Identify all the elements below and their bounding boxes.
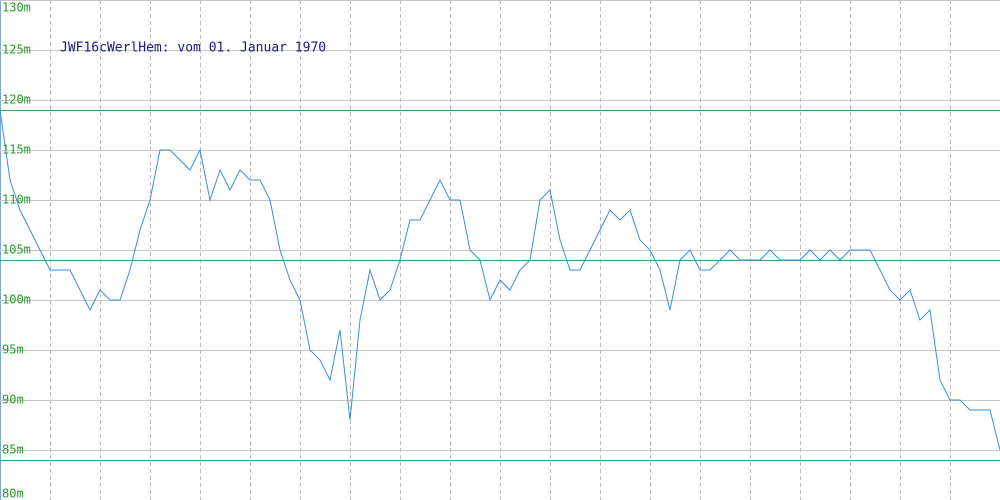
y-tick-label: 115m xyxy=(2,143,31,157)
y-tick-label: 120m xyxy=(2,93,31,107)
y-tick-label: 130m xyxy=(2,1,31,15)
y-tick-label: 125m xyxy=(2,43,31,57)
data-line xyxy=(0,109,1000,451)
y-tick-label: 105m xyxy=(2,243,31,257)
chart-title: JWF16cWerlHem: vom 01. Januar 1970 xyxy=(60,41,326,56)
y-tick-label: 95m xyxy=(2,343,24,357)
y-tick-label: 85m xyxy=(2,443,24,457)
y-tick-label: 90m xyxy=(2,393,24,407)
y-tick-label: 100m xyxy=(2,293,31,307)
y-tick-label: 80m xyxy=(2,487,24,500)
